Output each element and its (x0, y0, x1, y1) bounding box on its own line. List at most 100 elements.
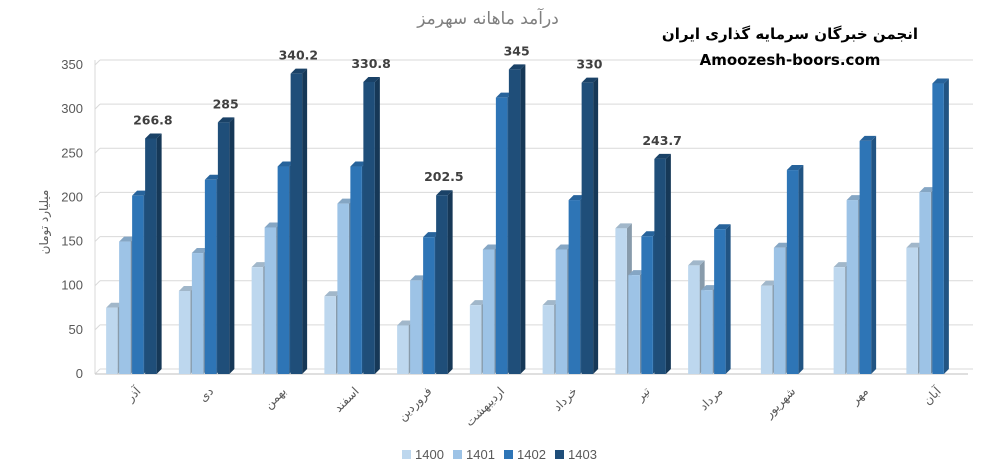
gridline-depth (94, 324, 101, 331)
bar-front (833, 267, 846, 374)
bar-top (555, 244, 573, 250)
bar-front (714, 229, 726, 374)
bar-top (119, 236, 136, 242)
bar-front (555, 249, 568, 374)
bar-top (410, 275, 427, 281)
bar-top (628, 270, 645, 276)
y-tick-label: 350 (61, 57, 83, 72)
legend-label: 1403 (568, 447, 597, 462)
bar-side (798, 165, 804, 374)
legend-swatch (504, 450, 513, 459)
bar-front (324, 296, 336, 374)
legend-label: 1402 (517, 447, 546, 462)
x-tick-label: بهمن (261, 384, 289, 412)
bar-front (688, 265, 700, 374)
bar-top (654, 153, 671, 159)
bar-side (520, 64, 526, 375)
bar-front (495, 97, 508, 374)
bar-front (859, 140, 872, 374)
bar-front (217, 122, 230, 374)
y-tick-label: 100 (61, 278, 83, 293)
bar-front (410, 280, 422, 374)
bar-top (495, 92, 513, 98)
bar-front (145, 138, 157, 374)
bar-top (350, 161, 367, 167)
bar-top (714, 224, 731, 230)
data-label: 340.2 (279, 48, 319, 63)
bar-front (786, 170, 799, 374)
bar (786, 165, 804, 374)
bar-top (191, 248, 209, 254)
bar-top (581, 77, 599, 83)
bar-top (508, 64, 526, 70)
bar-front (641, 236, 653, 374)
bar-front (919, 192, 931, 374)
gridline-depth (94, 147, 101, 154)
legend-swatch (402, 450, 411, 459)
gridline-depth (94, 192, 101, 198)
bar-top (397, 320, 414, 326)
bar-top (688, 260, 705, 266)
bar-side (871, 135, 877, 374)
data-label: 202.5 (424, 169, 464, 184)
bar (145, 133, 162, 374)
bar-top (337, 198, 354, 204)
bar-top (846, 195, 864, 201)
bar-top (833, 262, 851, 268)
y-tick-label: 0 (76, 366, 83, 381)
x-tick-label: فروردین (395, 384, 435, 424)
bar-top (145, 133, 162, 139)
bar-top (542, 300, 560, 306)
bar-top (469, 300, 487, 306)
bar-top (132, 190, 149, 196)
bar-side (229, 117, 235, 374)
chart-title: درآمد ماهانه سهرمز (416, 7, 559, 29)
bar-front (119, 241, 131, 374)
x-tick-label: دی (196, 384, 216, 404)
legend: 1400 1401 1402 1403 (402, 447, 597, 462)
bar-front (581, 82, 594, 375)
bar-front (397, 325, 409, 374)
bar-top (324, 291, 341, 297)
bar-front (350, 166, 362, 374)
bar-front (204, 179, 217, 374)
legend-entry: 1401 (453, 447, 495, 462)
bar-front (760, 285, 773, 374)
bar-side (447, 190, 453, 374)
bar (859, 135, 877, 374)
x-tick-label: خرداد (550, 384, 580, 414)
bar-front (277, 166, 290, 374)
bar-top (423, 232, 440, 238)
bar-side (725, 224, 731, 374)
bar-front (654, 158, 666, 374)
bar (290, 68, 308, 374)
bar-top (363, 76, 380, 82)
data-label: 243.7 (642, 133, 682, 148)
y-tick-label: 50 (69, 322, 83, 337)
bar-front (615, 228, 627, 374)
bar-top (106, 302, 123, 308)
data-label: 266.8 (133, 112, 173, 127)
x-tick-label: تیر (633, 384, 654, 405)
bar-top (919, 187, 936, 193)
bar-top (277, 161, 295, 167)
x-tick-label: مهر (847, 384, 871, 408)
bar (581, 77, 599, 375)
bar-top (482, 244, 500, 250)
bar-side (302, 68, 308, 374)
x-tick-label: اسفند (331, 384, 362, 415)
gridlines (94, 59, 973, 375)
bar (714, 224, 731, 374)
bar-side (593, 77, 599, 375)
legend-swatch (453, 450, 462, 459)
bar-top (932, 78, 949, 84)
data-label: 285 (213, 96, 239, 111)
bar-front (482, 249, 495, 374)
legend-swatch (555, 450, 564, 459)
bar-side (374, 76, 380, 374)
bar-top (217, 117, 235, 123)
bar (654, 153, 671, 374)
y-tick-label: 150 (61, 234, 83, 249)
